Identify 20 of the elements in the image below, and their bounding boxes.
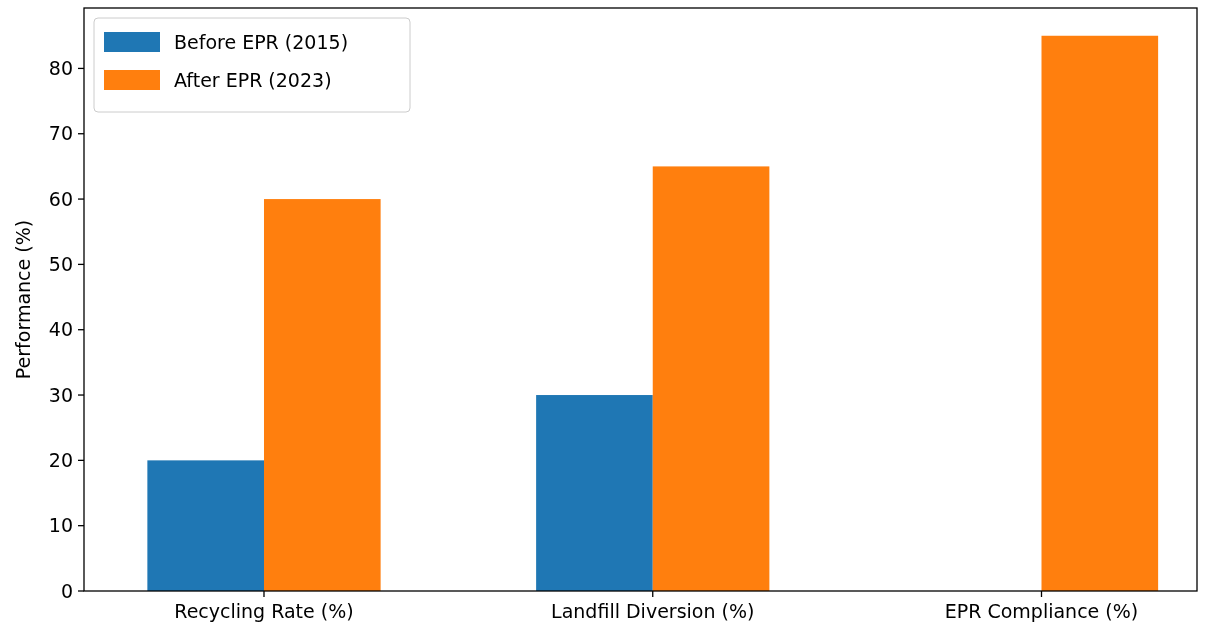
bar [1041,35,1159,591]
y-tick-label: 80 [48,57,73,80]
y-tick-label: 30 [48,383,73,406]
y-tick-label: 60 [48,187,73,210]
bar [536,395,653,591]
x-tick-label: Landfill Diversion (%) [551,600,755,622]
x-tick-label: Recycling Rate (%) [174,600,354,622]
y-axis-title: Performance (%) [12,219,34,380]
y-tick-label: 20 [48,449,73,472]
bar [652,166,770,591]
legend-label: Before EPR (2015) [174,30,349,53]
y-tick-label: 70 [48,122,73,145]
bar [263,199,381,591]
y-tick-label: 40 [48,318,73,341]
y-tick-label: 0 [60,579,73,602]
y-tick-label: 50 [48,253,73,276]
bar [147,460,264,591]
legend-label: After EPR (2023) [174,68,332,91]
x-tick-label: EPR Compliance (%) [944,600,1139,622]
y-tick-label: 10 [48,514,73,537]
